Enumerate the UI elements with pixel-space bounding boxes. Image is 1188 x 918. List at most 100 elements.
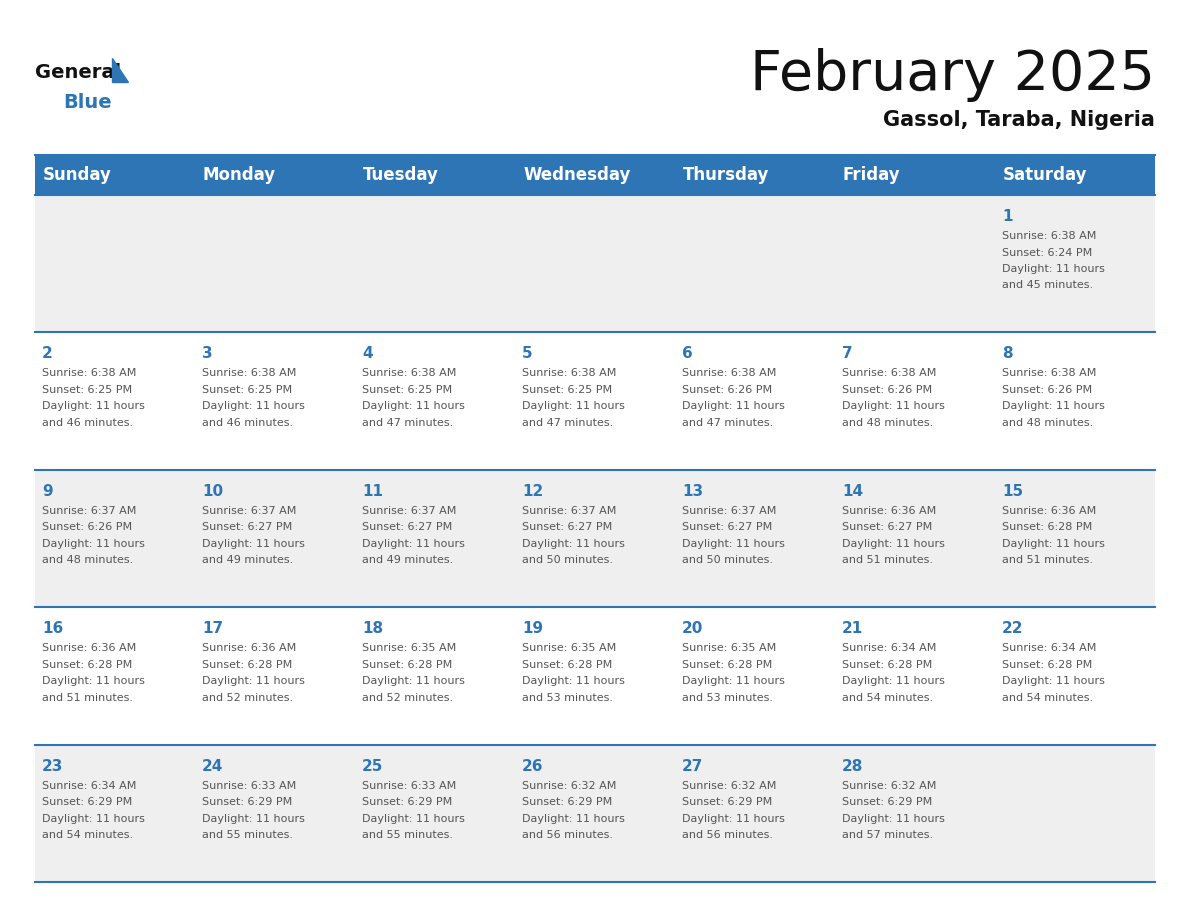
Text: and 52 minutes.: and 52 minutes. [362,693,453,702]
Text: Daylight: 11 hours: Daylight: 11 hours [1001,677,1105,686]
Text: Sunset: 6:26 PM: Sunset: 6:26 PM [682,385,772,395]
Text: Sunset: 6:27 PM: Sunset: 6:27 PM [682,522,772,532]
Text: Sunset: 6:26 PM: Sunset: 6:26 PM [42,522,132,532]
Text: Sunset: 6:29 PM: Sunset: 6:29 PM [42,797,132,807]
Text: Sunrise: 6:35 AM: Sunrise: 6:35 AM [522,644,617,654]
Text: and 52 minutes.: and 52 minutes. [202,693,293,702]
Text: 14: 14 [842,484,864,498]
Text: 3: 3 [202,346,213,362]
Text: 2: 2 [42,346,52,362]
Text: and 50 minutes.: and 50 minutes. [522,555,613,565]
Text: and 55 minutes.: and 55 minutes. [202,830,293,840]
Bar [835,155,996,195]
Text: 16: 16 [42,621,63,636]
Text: Sunset: 6:25 PM: Sunset: 6:25 PM [362,385,453,395]
Text: and 49 minutes.: and 49 minutes. [362,555,454,565]
Text: Sunset: 6:24 PM: Sunset: 6:24 PM [1001,248,1092,258]
Text: Sunrise: 6:32 AM: Sunrise: 6:32 AM [522,780,617,790]
Text: and 53 minutes.: and 53 minutes. [522,693,613,702]
Text: Sunset: 6:28 PM: Sunset: 6:28 PM [1001,522,1092,532]
Text: Sunset: 6:28 PM: Sunset: 6:28 PM [842,660,933,670]
Text: and 53 minutes.: and 53 minutes. [682,693,773,702]
Text: Sunset: 6:27 PM: Sunset: 6:27 PM [202,522,292,532]
Text: Daylight: 11 hours: Daylight: 11 hours [682,677,785,686]
Text: and 50 minutes.: and 50 minutes. [682,555,773,565]
Text: Daylight: 11 hours: Daylight: 11 hours [362,401,465,411]
Text: Sunset: 6:28 PM: Sunset: 6:28 PM [682,660,772,670]
Text: Daylight: 11 hours: Daylight: 11 hours [682,401,785,411]
Text: Daylight: 11 hours: Daylight: 11 hours [842,401,944,411]
Text: 23: 23 [42,758,63,774]
Text: 19: 19 [522,621,543,636]
Text: Sunrise: 6:38 AM: Sunrise: 6:38 AM [682,368,777,378]
Text: 27: 27 [682,758,703,774]
Text: and 46 minutes.: and 46 minutes. [202,418,293,428]
Text: and 47 minutes.: and 47 minutes. [522,418,613,428]
Text: Daylight: 11 hours: Daylight: 11 hours [202,813,305,823]
Text: 28: 28 [842,758,864,774]
Text: Sunrise: 6:38 AM: Sunrise: 6:38 AM [362,368,456,378]
Text: and 51 minutes.: and 51 minutes. [42,693,133,702]
Text: Sunset: 6:26 PM: Sunset: 6:26 PM [842,385,933,395]
Text: Daylight: 11 hours: Daylight: 11 hours [522,677,625,686]
Text: and 54 minutes.: and 54 minutes. [42,830,133,840]
Text: Sunrise: 6:36 AM: Sunrise: 6:36 AM [1001,506,1097,516]
Text: and 55 minutes.: and 55 minutes. [362,830,453,840]
Text: Sunset: 6:28 PM: Sunset: 6:28 PM [522,660,612,670]
Text: Sunrise: 6:34 AM: Sunrise: 6:34 AM [1001,644,1097,654]
Text: Daylight: 11 hours: Daylight: 11 hours [522,813,625,823]
Text: Daylight: 11 hours: Daylight: 11 hours [1001,539,1105,549]
Text: 12: 12 [522,484,543,498]
Text: Daylight: 11 hours: Daylight: 11 hours [202,401,305,411]
Text: Friday: Friday [843,166,901,184]
Text: Daylight: 11 hours: Daylight: 11 hours [202,677,305,686]
Bar [675,155,835,195]
Text: and 56 minutes.: and 56 minutes. [682,830,773,840]
Text: Sunset: 6:28 PM: Sunset: 6:28 PM [1001,660,1092,670]
Text: 10: 10 [202,484,223,498]
Text: and 54 minutes.: and 54 minutes. [842,693,933,702]
Text: General: General [34,62,121,82]
Text: Sunrise: 6:34 AM: Sunrise: 6:34 AM [842,644,936,654]
Text: Sunset: 6:29 PM: Sunset: 6:29 PM [362,797,453,807]
Text: Daylight: 11 hours: Daylight: 11 hours [842,539,944,549]
Text: Daylight: 11 hours: Daylight: 11 hours [842,813,944,823]
Text: Sunrise: 6:37 AM: Sunrise: 6:37 AM [202,506,296,516]
Text: Daylight: 11 hours: Daylight: 11 hours [362,539,465,549]
Text: Daylight: 11 hours: Daylight: 11 hours [522,401,625,411]
Text: Daylight: 11 hours: Daylight: 11 hours [42,401,145,411]
Text: Gassol, Taraba, Nigeria: Gassol, Taraba, Nigeria [883,110,1155,130]
Text: 1: 1 [1001,209,1012,224]
Text: Sunrise: 6:37 AM: Sunrise: 6:37 AM [42,506,137,516]
Text: Sunrise: 6:38 AM: Sunrise: 6:38 AM [202,368,296,378]
Text: 21: 21 [842,621,864,636]
Text: Sunset: 6:29 PM: Sunset: 6:29 PM [522,797,612,807]
Bar [34,195,1155,332]
Bar [355,155,516,195]
Text: 6: 6 [682,346,693,362]
Text: Sunset: 6:27 PM: Sunset: 6:27 PM [842,522,933,532]
Text: Sunrise: 6:35 AM: Sunrise: 6:35 AM [362,644,456,654]
Text: Daylight: 11 hours: Daylight: 11 hours [1001,264,1105,274]
Text: Daylight: 11 hours: Daylight: 11 hours [1001,401,1105,411]
Text: and 48 minutes.: and 48 minutes. [842,418,934,428]
Text: Sunset: 6:28 PM: Sunset: 6:28 PM [202,660,292,670]
Text: Sunrise: 6:37 AM: Sunrise: 6:37 AM [682,506,777,516]
Text: Sunrise: 6:32 AM: Sunrise: 6:32 AM [842,780,936,790]
Text: Sunrise: 6:37 AM: Sunrise: 6:37 AM [362,506,456,516]
Text: Sunrise: 6:36 AM: Sunrise: 6:36 AM [842,506,936,516]
Bar [195,155,355,195]
Text: Sunrise: 6:33 AM: Sunrise: 6:33 AM [362,780,456,790]
Text: 8: 8 [1001,346,1012,362]
Text: Blue: Blue [63,93,112,111]
Text: Sunset: 6:27 PM: Sunset: 6:27 PM [522,522,612,532]
Text: Daylight: 11 hours: Daylight: 11 hours [202,539,305,549]
Text: and 51 minutes.: and 51 minutes. [842,555,933,565]
Text: and 48 minutes.: and 48 minutes. [1001,418,1093,428]
Text: 15: 15 [1001,484,1023,498]
Bar [516,155,675,195]
Text: 24: 24 [202,758,223,774]
Text: 26: 26 [522,758,543,774]
Text: 17: 17 [202,621,223,636]
Text: and 46 minutes.: and 46 minutes. [42,418,133,428]
